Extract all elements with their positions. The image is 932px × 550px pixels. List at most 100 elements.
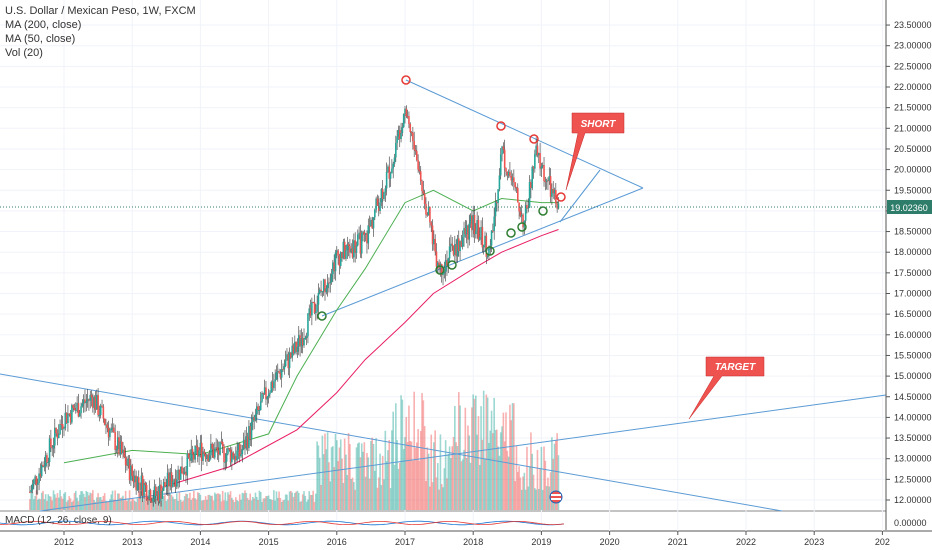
volume-bar xyxy=(511,403,514,510)
volume-bar xyxy=(329,481,332,510)
target-callout[interactable]: TARGET xyxy=(688,356,765,420)
candle-body xyxy=(354,240,356,253)
volume-bar xyxy=(358,442,360,510)
volume-bar xyxy=(387,450,389,510)
candle-body xyxy=(40,464,43,477)
pivot-circle xyxy=(317,311,327,321)
volume-bar xyxy=(532,474,535,510)
ma50-legend[interactable]: MA (50, close) xyxy=(5,33,76,45)
volume-bar xyxy=(354,489,356,510)
volume-bar xyxy=(375,438,377,510)
time-axis[interactable]: 2012 2013 2014 2015 2016 2017 2018 2019 2020 2021… xyxy=(54,531,890,547)
candle-body xyxy=(130,465,132,481)
volume-bar xyxy=(541,489,544,510)
pivot-circle xyxy=(517,222,527,232)
macd-legend[interactable]: MACD (12, 26, close, 9) xyxy=(5,515,112,526)
candle-body xyxy=(97,394,99,416)
candle-body xyxy=(219,441,221,455)
candle-body xyxy=(334,252,337,272)
candle-body xyxy=(435,251,438,267)
candle-body xyxy=(384,188,387,193)
volume-bar xyxy=(461,459,464,510)
trendline xyxy=(405,79,644,189)
candle-body xyxy=(47,461,50,463)
volume-bar xyxy=(395,403,397,510)
candle-body xyxy=(413,141,415,150)
volume-bar xyxy=(42,490,44,510)
short-callout[interactable]: SHORT xyxy=(565,112,625,191)
volume-bar xyxy=(141,501,144,510)
candle-body xyxy=(105,424,107,426)
vol-legend[interactable]: Vol (20) xyxy=(5,47,43,59)
volume-bar xyxy=(46,500,48,510)
candle-body xyxy=(189,457,191,461)
candle-body xyxy=(320,289,322,292)
candle-body xyxy=(397,130,400,137)
volume-bar xyxy=(489,430,492,510)
candle-body xyxy=(540,166,543,169)
candle-body xyxy=(460,241,463,247)
candle-body xyxy=(109,430,111,438)
event-flag-icon[interactable] xyxy=(549,490,563,504)
pivot-circle xyxy=(529,134,539,144)
time-tick-label: 2014 xyxy=(190,537,210,547)
candle-body xyxy=(141,475,144,496)
candle-body xyxy=(300,338,303,347)
candle-body xyxy=(224,461,227,463)
candle-body xyxy=(353,240,355,258)
candle-body xyxy=(476,219,478,231)
volume-bar xyxy=(467,425,469,510)
candle-body xyxy=(68,413,71,415)
volume-bar xyxy=(368,478,371,510)
volume-bar xyxy=(486,397,489,510)
trendlines[interactable] xyxy=(0,79,887,512)
candle-body xyxy=(539,153,541,169)
candle-body xyxy=(316,304,318,312)
volume-bar xyxy=(245,492,248,510)
candle-body xyxy=(128,458,131,481)
volume-bar xyxy=(362,451,364,510)
volume-bar xyxy=(273,490,275,510)
volume-bar xyxy=(214,492,216,510)
volume-bar xyxy=(48,496,51,510)
candle-body xyxy=(444,260,447,272)
candle-body xyxy=(339,252,342,266)
candle-body xyxy=(401,127,404,133)
volume-bar xyxy=(307,499,309,510)
ma200-legend[interactable]: MA (200, close) xyxy=(5,19,82,31)
candle-body xyxy=(269,392,271,395)
candle-body xyxy=(110,428,113,431)
candle-body xyxy=(506,171,509,176)
price-tick-label: 18.50000 xyxy=(894,227,932,237)
volume-bar xyxy=(204,496,207,510)
volume-bar xyxy=(536,449,539,510)
candle-body xyxy=(90,394,93,398)
candle-body xyxy=(278,371,280,373)
volume-bar xyxy=(429,486,431,510)
volume-bar xyxy=(78,494,81,510)
volume-bar xyxy=(196,492,199,510)
candle-body xyxy=(385,171,388,189)
volume-bar xyxy=(118,493,120,510)
candle-body xyxy=(63,428,65,430)
candle-body xyxy=(72,405,74,408)
candle-body xyxy=(265,387,267,400)
volume-bar xyxy=(181,501,183,510)
candle-body xyxy=(93,396,95,408)
candle-body xyxy=(494,202,497,217)
volume-bar xyxy=(520,489,523,510)
price-axis[interactable]: 23.50000 23.00000 22.50000 22.00000 21.50000… xyxy=(885,0,932,530)
volume-bar xyxy=(523,472,526,510)
volume-bar xyxy=(38,498,40,510)
volume-bar xyxy=(363,442,366,510)
candle-body xyxy=(179,466,182,480)
volume-bar xyxy=(294,492,296,510)
symbol-title[interactable]: U.S. Dollar / Mexican Peso, 1W, FXCM xyxy=(5,5,196,17)
candle-body xyxy=(84,399,86,404)
volume-bar xyxy=(271,499,274,510)
candle-body xyxy=(155,486,157,496)
volume-bar xyxy=(75,490,77,510)
candle-body xyxy=(198,450,200,457)
